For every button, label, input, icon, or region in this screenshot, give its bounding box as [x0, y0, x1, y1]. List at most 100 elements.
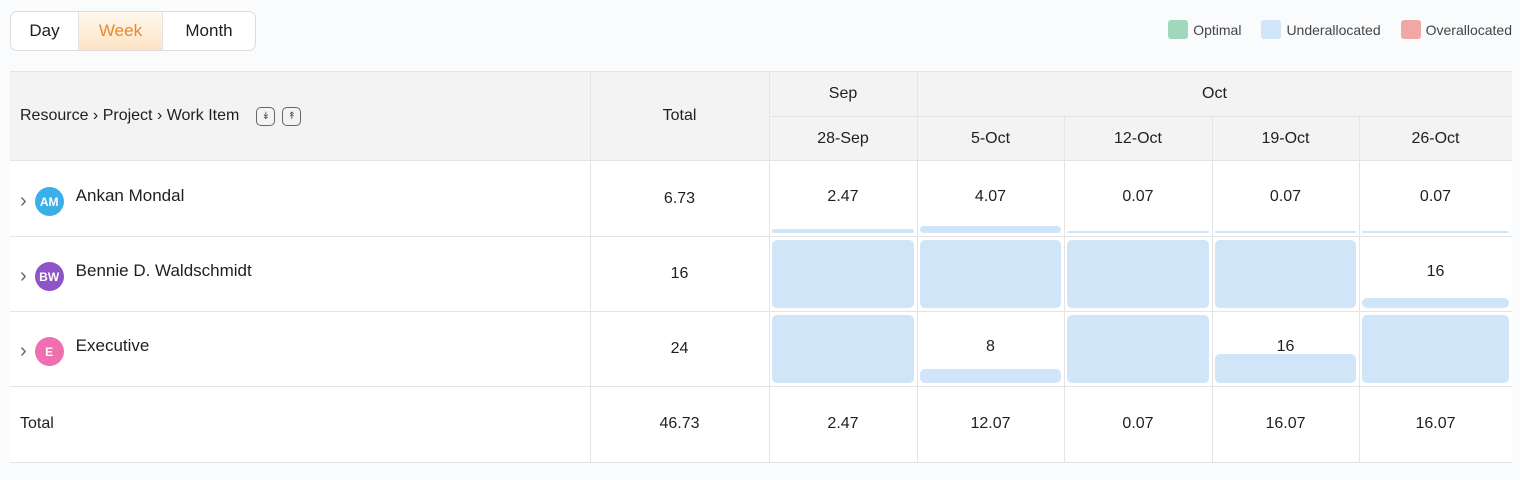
underallocated-swatch — [1261, 20, 1282, 39]
allocation-bar — [772, 240, 914, 308]
column-divider — [1064, 116, 1065, 462]
overallocated-swatch — [1400, 20, 1421, 39]
allocation-bar — [1362, 298, 1509, 308]
allocation-bar — [1215, 354, 1356, 383]
week-header: 26-Oct — [1411, 129, 1460, 147]
week-total: 16.07 — [1265, 415, 1306, 432]
column-divider — [917, 71, 918, 462]
allocation-cell[interactable] — [1064, 236, 1212, 311]
view-month-button[interactable]: Month — [185, 21, 233, 40]
legend-label: Overallocated — [1425, 21, 1512, 38]
footer-label: Total — [20, 415, 54, 432]
allocation-table: Resource › Project › Work Item ↡ ↟ Total… — [10, 71, 1512, 463]
allocation-cell[interactable]: 0.07 — [1212, 161, 1359, 236]
allocation-value: 0.07 — [1269, 188, 1302, 205]
allocation-cell[interactable] — [769, 236, 917, 311]
allocation-cell[interactable] — [1212, 236, 1359, 311]
allocation-bar — [1215, 231, 1356, 233]
column-divider — [1359, 116, 1360, 462]
resource-cell: › E Executive — [20, 311, 149, 386]
legend-optimal: Optimal — [1168, 20, 1241, 39]
resource-cell: › AM Ankan Mondal — [20, 161, 184, 236]
divider — [10, 236, 1512, 237]
allocation-bar — [920, 369, 1061, 383]
double-chevron-up-icon[interactable]: ↟ — [282, 106, 302, 126]
avatar: E — [34, 337, 64, 366]
legend-overallocated: Overallocated — [1400, 20, 1512, 39]
allocation-cell[interactable]: 4.07 — [917, 161, 1064, 236]
allocation-cell[interactable]: 16 — [1212, 311, 1359, 386]
allocation-bar — [1067, 231, 1209, 233]
allocation-value: 2.47 — [827, 188, 859, 205]
view-toggle: Day Week Month — [10, 11, 256, 51]
month-header-oct: Oct — [1202, 84, 1227, 102]
allocation-cell[interactable] — [917, 236, 1064, 311]
table-row: › AM Ankan Mondal 6.73 2.47 4.07 0.07 0.… — [10, 161, 1512, 236]
table-row: › BW Bennie D. Waldschmidt 16 16 — [10, 236, 1512, 311]
view-week-button[interactable]: Week — [79, 12, 163, 50]
legend-underallocated: Underallocated — [1261, 20, 1381, 39]
allocation-cell[interactable]: 16 — [1359, 236, 1512, 311]
allocation-value: 16 — [1276, 338, 1295, 355]
avatar: BW — [34, 262, 64, 291]
allocation-bar — [1067, 315, 1209, 383]
allocation-cell[interactable] — [1064, 311, 1212, 386]
week-total: 12.07 — [970, 415, 1011, 432]
resource-cell: › BW Bennie D. Waldschmidt — [20, 236, 252, 311]
table-row: › E Executive 24 8 16 — [10, 311, 1512, 386]
week-header: 12-Oct — [1113, 129, 1162, 147]
allocation-value: 0.07 — [1122, 188, 1154, 205]
allocation-bar — [772, 229, 914, 233]
double-chevron-down-icon[interactable]: ↡ — [256, 106, 276, 126]
chevron-right-icon[interactable]: › — [20, 340, 27, 362]
legend-label: Underallocated — [1286, 21, 1381, 38]
optimal-swatch — [1168, 20, 1189, 39]
allocation-value: 16 — [1426, 263, 1445, 280]
row-total: 16 — [670, 264, 689, 282]
week-total: 0.07 — [1122, 415, 1154, 432]
allocation-bar — [1362, 315, 1509, 383]
allocation-cell[interactable]: 0.07 — [1064, 161, 1212, 236]
allocation-bar — [1215, 240, 1356, 308]
allocation-value: 4.07 — [974, 188, 1007, 205]
week-total: 2.47 — [827, 415, 859, 432]
legend: Optimal Underallocated Overallocated — [1168, 20, 1512, 39]
resource-name[interactable]: Executive — [75, 335, 150, 355]
resource-column-header: Resource › Project › Work Item ↡ ↟ — [20, 71, 302, 161]
allocation-bar — [1067, 240, 1209, 308]
avatar: AM — [34, 187, 64, 216]
allocation-cell[interactable]: 8 — [917, 311, 1064, 386]
week-total: 16.07 — [1415, 415, 1456, 432]
column-divider — [1212, 116, 1213, 462]
allocation-cell[interactable] — [1359, 311, 1512, 386]
hierarchy-label: Resource › Project › Work Item — [20, 107, 240, 124]
divider — [10, 311, 1512, 312]
divider — [769, 116, 1512, 117]
legend-label: Optimal — [1193, 21, 1242, 38]
allocation-cell[interactable]: 2.47 — [769, 161, 917, 236]
month-header-sep: Sep — [828, 84, 858, 102]
row-total: 6.73 — [663, 189, 696, 207]
resource-name[interactable]: Ankan Mondal — [75, 185, 185, 205]
column-divider — [769, 71, 770, 462]
allocation-cell[interactable]: 0.07 — [1359, 161, 1512, 236]
allocation-bar — [1362, 231, 1509, 233]
grand-total: 46.73 — [659, 415, 700, 432]
divider — [10, 386, 1512, 387]
allocation-value: 0.07 — [1419, 188, 1452, 205]
allocation-bar — [920, 240, 1061, 308]
allocation-bar — [772, 315, 914, 383]
chevron-right-icon[interactable]: › — [20, 265, 27, 287]
divider — [10, 462, 1512, 463]
week-header: 28-Sep — [817, 129, 869, 147]
week-header: 19-Oct — [1261, 129, 1310, 147]
chevron-right-icon[interactable]: › — [20, 190, 27, 212]
column-divider — [590, 71, 591, 462]
resource-name[interactable]: Bennie D. Waldschmidt — [75, 260, 252, 280]
allocation-cell[interactable] — [769, 311, 917, 386]
view-day-button[interactable]: Day — [11, 12, 79, 50]
allocation-value: 8 — [986, 338, 995, 355]
week-header: 5-Oct — [970, 129, 1011, 147]
allocation-bar — [920, 226, 1061, 233]
total-column-header: Total — [662, 107, 697, 124]
